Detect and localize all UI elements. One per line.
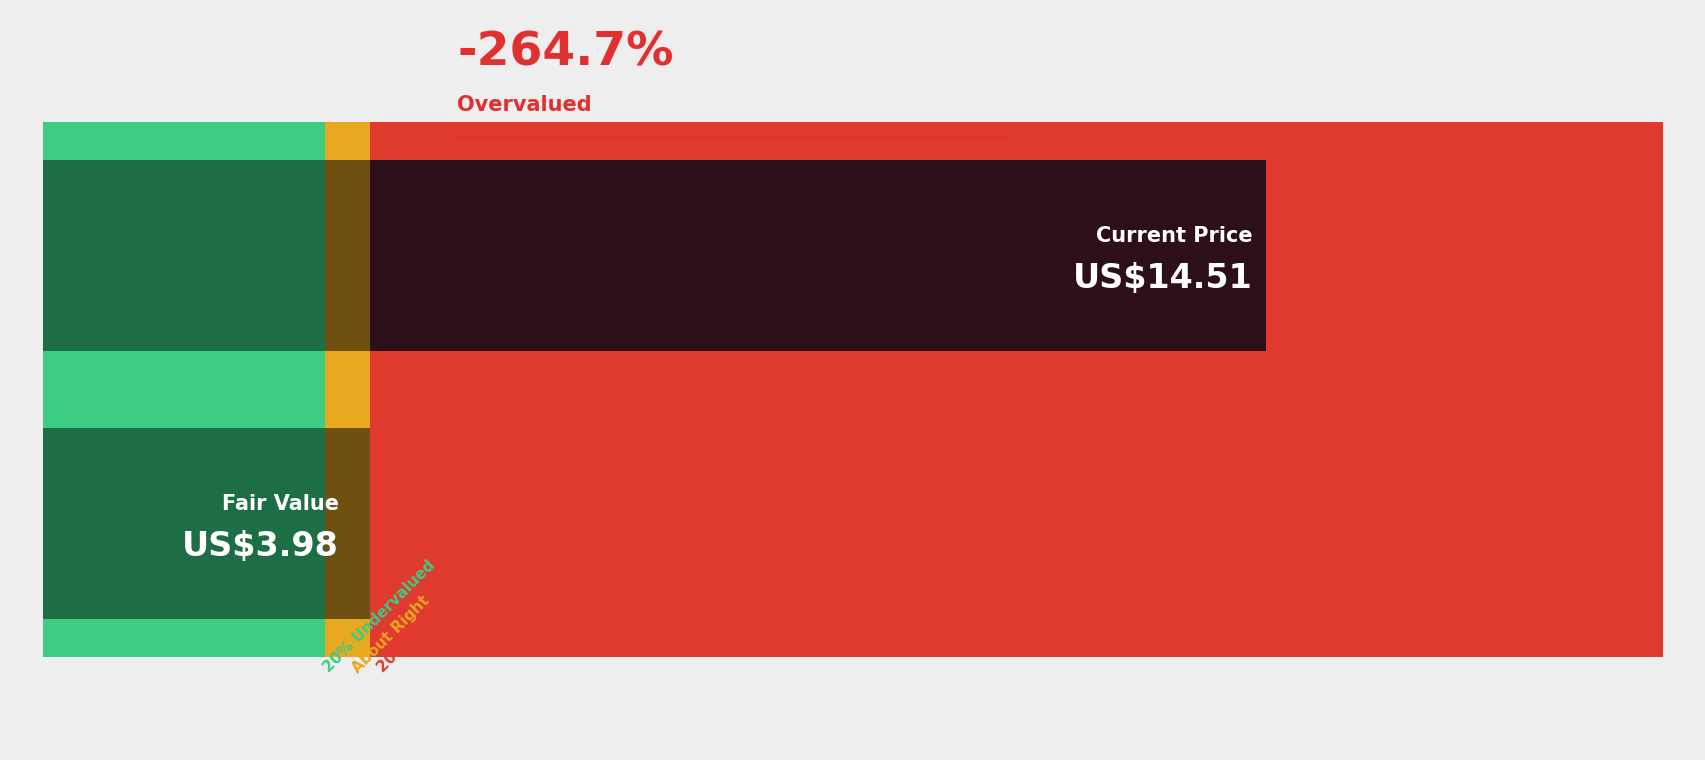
- Text: About Right: About Right: [350, 593, 431, 676]
- Bar: [326, 160, 370, 351]
- Bar: [326, 122, 370, 160]
- Bar: [43, 122, 326, 160]
- Bar: [370, 351, 1662, 389]
- Text: Fair Value: Fair Value: [222, 494, 339, 515]
- Bar: [1265, 160, 1662, 351]
- Bar: [370, 160, 1265, 351]
- Bar: [43, 351, 326, 389]
- Text: US$14.51: US$14.51: [1072, 262, 1251, 295]
- Text: 20% Overvalued: 20% Overvalued: [375, 566, 484, 676]
- Bar: [326, 428, 370, 619]
- Text: Overvalued: Overvalued: [457, 95, 592, 115]
- Bar: [43, 389, 326, 428]
- Bar: [43, 619, 326, 657]
- Bar: [326, 351, 370, 389]
- Bar: [326, 389, 370, 428]
- Bar: [370, 619, 1662, 657]
- Bar: [370, 122, 1662, 160]
- Bar: [370, 389, 1662, 428]
- Text: Current Price: Current Price: [1095, 226, 1251, 246]
- Bar: [43, 428, 326, 619]
- Bar: [370, 428, 1662, 619]
- Bar: [43, 160, 326, 351]
- Bar: [326, 619, 370, 657]
- Text: US$3.98: US$3.98: [182, 530, 339, 563]
- Text: -264.7%: -264.7%: [457, 30, 673, 75]
- Text: 20% Undervalued: 20% Undervalued: [321, 558, 438, 676]
